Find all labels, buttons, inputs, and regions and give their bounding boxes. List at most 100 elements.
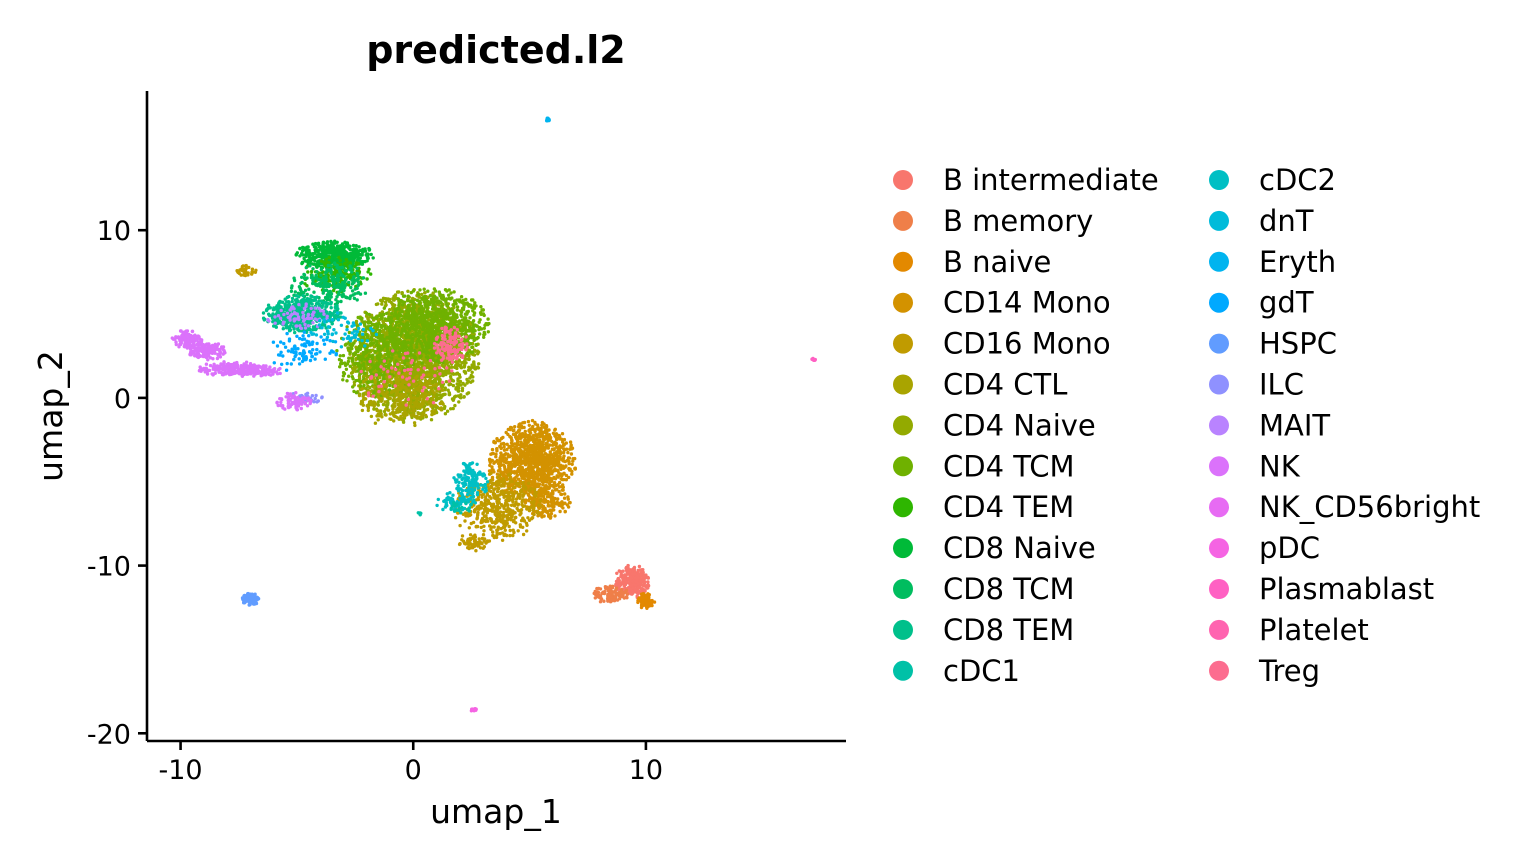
data-point: [362, 335, 366, 340]
data-point: [456, 377, 460, 381]
data-point: [371, 316, 375, 320]
data-point: [417, 336, 421, 341]
data-point: [373, 316, 378, 320]
data-point: [455, 361, 459, 365]
data-point: [391, 349, 395, 353]
data-point: [427, 342, 432, 346]
data-point: [346, 359, 351, 364]
data-point: [350, 356, 355, 361]
data-point: [305, 292, 309, 297]
data-point: [433, 374, 437, 378]
data-point: [341, 378, 345, 382]
data-point: [401, 303, 405, 307]
data-point: [434, 337, 439, 341]
data-point: [348, 264, 352, 268]
data-point: [406, 368, 410, 372]
data-point: [480, 312, 484, 316]
data-point: [377, 354, 381, 358]
data-point: [408, 371, 412, 376]
data-point: [438, 343, 442, 347]
data-point: [308, 261, 312, 265]
data-point: [478, 325, 482, 330]
data-point: [400, 322, 404, 326]
data-point: [386, 408, 391, 412]
data-point: [369, 272, 373, 276]
data-point: [402, 414, 407, 419]
data-point: [455, 350, 460, 354]
data-point: [361, 247, 365, 252]
data-point: [476, 366, 481, 370]
data-point: [388, 324, 393, 328]
data-point: [352, 280, 356, 284]
data-point: [416, 416, 420, 420]
data-point: [443, 337, 447, 341]
data-point: [470, 336, 474, 340]
data-point: [422, 348, 426, 352]
data-point: [363, 371, 367, 375]
data-point: [391, 410, 395, 414]
data-point: [415, 333, 420, 338]
data-point: [344, 250, 349, 255]
data-point: [387, 351, 392, 355]
data-point: [457, 322, 461, 326]
data-point: [375, 408, 379, 413]
data-point: [412, 388, 416, 393]
data-point: [379, 384, 383, 388]
data-point: [392, 345, 396, 349]
data-point: [351, 370, 355, 374]
data-point: [446, 388, 450, 392]
data-point: [326, 290, 331, 294]
data-point: [393, 401, 397, 405]
data-point: [462, 395, 466, 399]
data-point: [379, 325, 384, 329]
data-point: [444, 372, 448, 377]
data-point: [299, 290, 304, 294]
data-point: [416, 299, 421, 303]
data-point: [341, 255, 346, 259]
data-point: [472, 360, 476, 365]
data-point: [440, 333, 444, 338]
data-point: [394, 393, 398, 397]
data-point: [374, 373, 378, 377]
data-point: [460, 337, 464, 342]
data-point: [421, 373, 426, 377]
data-point: [386, 318, 391, 322]
data-point: [454, 363, 458, 368]
data-point: [453, 403, 457, 408]
data-point: [303, 288, 308, 292]
data-point: [413, 376, 418, 380]
data-point: [422, 385, 426, 390]
data-point: [468, 341, 472, 346]
data-point: [355, 348, 359, 352]
data-point: [354, 262, 359, 267]
data-point: [346, 346, 351, 351]
data-point: [351, 352, 356, 356]
data-point: [412, 401, 416, 405]
data-point: [470, 370, 474, 374]
data-point: [438, 293, 442, 298]
data-point: [425, 305, 430, 309]
data-point: [418, 398, 422, 402]
data-point: [464, 335, 468, 339]
data-point: [404, 335, 408, 340]
data-point: [443, 369, 447, 374]
chart-title: predicted.l2: [366, 28, 626, 72]
data-point: [466, 391, 471, 395]
data-point: [329, 239, 333, 244]
data-point: [392, 298, 396, 302]
data-point: [377, 389, 381, 394]
data-point: [440, 326, 444, 331]
data-point: [304, 265, 308, 270]
data-point: [426, 289, 430, 293]
data-point: [464, 301, 468, 305]
data-point: [430, 412, 434, 417]
data-point: [383, 400, 387, 404]
data-point: [395, 415, 399, 420]
data-point: [400, 291, 404, 295]
data-point: [376, 314, 381, 318]
data-point: [462, 327, 466, 331]
data-point: [402, 394, 407, 399]
data-point: [447, 293, 451, 297]
data-point: [427, 392, 431, 396]
data-point: [406, 340, 410, 344]
